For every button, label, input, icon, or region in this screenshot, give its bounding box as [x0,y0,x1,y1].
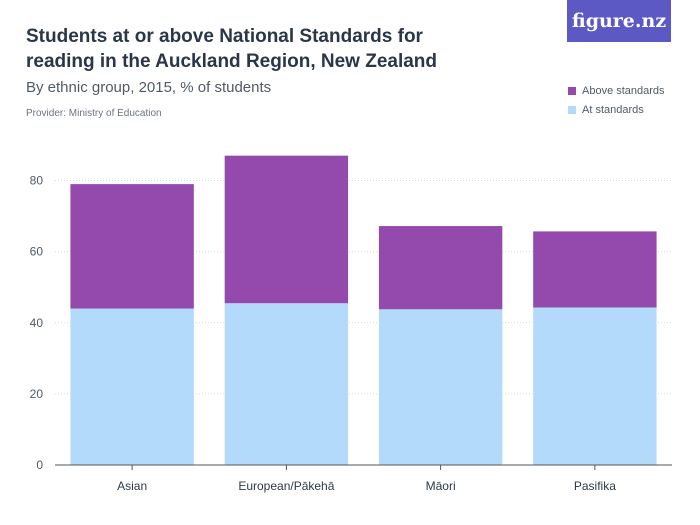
x-tick-label: Asian [117,479,147,493]
x-tick-label: Māori [426,479,456,493]
figure-nz-logo[interactable]: figure.nz [567,0,671,42]
bar-segment-above-standards [378,226,503,310]
bar-segment-at-standards [533,307,657,465]
x-tick-label: European/Pākehā [238,479,334,493]
bar-segment-above-standards [224,155,349,304]
bar-segment-at-standards [378,309,503,465]
y-tick-label: 20 [30,387,44,401]
legend-swatch-at-standards [568,105,576,114]
y-tick-label: 40 [30,316,44,330]
legend-swatch-above-standards [568,86,576,95]
provider-note: Provider: Ministry of Education [26,108,162,119]
y-tick-label: 80 [30,174,44,188]
y-tick-label: 0 [36,458,43,472]
legend-item-at-standards: At standards [568,100,665,119]
legend-label-at-standards: At standards [582,103,644,116]
chart-subtitle: By ethnic group, 2015, % of students [26,79,272,96]
chart-legend: Above standards At standards [568,81,665,119]
x-tick-label: Pasifika [574,479,616,493]
legend-item-above-standards: Above standards [568,81,665,100]
bar-segment-above-standards [533,231,657,308]
bar-segment-at-standards [70,308,194,465]
bar-segment-above-standards [70,184,194,309]
bar-segment-at-standards [224,303,349,465]
chart-title: Students at or above National Standards … [26,26,438,72]
y-tick-label: 60 [30,245,44,259]
legend-label-above-standards: Above standards [582,84,665,97]
